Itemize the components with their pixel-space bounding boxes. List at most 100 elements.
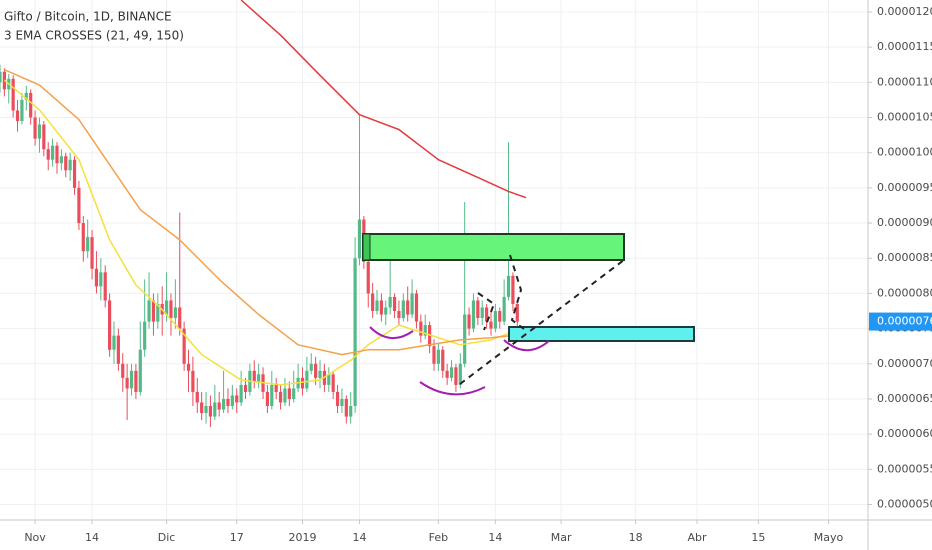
- candle-body: [0, 71, 2, 83]
- candle-body: [397, 311, 401, 319]
- candle-body: [318, 370, 322, 378]
- candle-body: [436, 349, 440, 364]
- candle-body: [454, 367, 458, 385]
- candle-body: [423, 325, 427, 336]
- candle-body: [252, 370, 256, 382]
- chart-title: Gifto / Bitcoin, 1D, BINANCE: [4, 10, 172, 24]
- candle-body: [401, 300, 405, 319]
- candle-body: [121, 363, 125, 378]
- candle-body: [515, 303, 519, 322]
- candle-body: [29, 92, 33, 118]
- candle-body: [353, 258, 357, 407]
- candle-body: [15, 110, 20, 122]
- x-tick-label: Feb: [429, 531, 448, 544]
- candle-body: [20, 99, 24, 122]
- last-price-box: [869, 312, 932, 331]
- candle-body: [200, 402, 204, 414]
- candle-body: [107, 300, 112, 350]
- supply-zone-edge: [362, 233, 371, 261]
- candle-body: [235, 395, 239, 403]
- candle-body: [33, 117, 37, 139]
- candle-body: [182, 328, 186, 364]
- candle-body: [42, 124, 46, 150]
- x-tick-label: Abr: [688, 531, 708, 544]
- candle-body: [357, 219, 362, 259]
- candle-body: [432, 346, 436, 364]
- y-tick-label: 0.00000950: [877, 181, 932, 194]
- x-tick-label: Mar: [551, 531, 572, 544]
- candle-body: [213, 402, 217, 417]
- candle-body: [186, 363, 191, 371]
- candle-body: [287, 388, 291, 399]
- candle-body: [173, 307, 177, 319]
- candle-body: [112, 335, 116, 350]
- candle-body: [24, 92, 28, 100]
- candle-body: [384, 307, 388, 315]
- candle-body: [476, 300, 480, 319]
- candle-body: [138, 349, 142, 392]
- candle-body: [480, 307, 484, 319]
- candle-body: [11, 78, 15, 111]
- candle-body: [72, 159, 77, 188]
- chart-subtitle: 3 EMA CROSSES (21, 49, 150): [4, 29, 184, 43]
- candle-body: [410, 293, 414, 315]
- candle-body: [239, 384, 243, 403]
- y-tick-label: 0.00001150: [877, 40, 932, 53]
- candle-body: [59, 156, 63, 164]
- candle-body: [103, 272, 107, 301]
- candle-body: [406, 300, 410, 315]
- candle-body: [64, 156, 68, 171]
- candle-body: [441, 349, 445, 371]
- y-tick-label: 0.00000550: [877, 462, 932, 475]
- y-tick-label: 0.00001200: [877, 5, 932, 18]
- candle-body: [143, 321, 147, 350]
- y-tick-label: 0.00000500: [877, 498, 932, 511]
- candle-body: [379, 300, 383, 315]
- trend-line: [459, 259, 625, 385]
- candle-body: [90, 237, 94, 269]
- candle-body: [506, 275, 511, 297]
- candle-body: [99, 272, 103, 287]
- candle-body: [493, 311, 497, 329]
- candle-body: [151, 300, 156, 322]
- candle-body: [392, 296, 397, 312]
- candle-body: [226, 398, 230, 407]
- candle-body: [81, 223, 85, 252]
- candle-body: [489, 321, 493, 329]
- candle-body: [147, 300, 151, 322]
- x-tick-label: 14: [488, 531, 502, 544]
- candle-body: [164, 300, 169, 315]
- ema-line: [4, 69, 518, 356]
- candle-body: [414, 293, 419, 322]
- y-tick-label: 0.00001000: [877, 146, 932, 159]
- candle-body: [309, 363, 313, 371]
- candle-body: [217, 402, 221, 410]
- pattern-line: [509, 254, 529, 333]
- candle-body: [300, 377, 305, 389]
- x-tick-label: 17: [230, 531, 244, 544]
- candle-body: [156, 303, 160, 322]
- candle-body: [292, 388, 296, 399]
- candle-body: [502, 296, 506, 322]
- candle-body: [125, 377, 129, 389]
- y-tick-label: 0.00001050: [877, 111, 932, 124]
- candle-body: [68, 159, 72, 171]
- ema-line: [240, 0, 527, 199]
- candle-body: [243, 384, 248, 392]
- arcs: [369, 326, 550, 396]
- candles: [0, 64, 519, 428]
- candle-body: [204, 406, 208, 414]
- candle-body: [349, 406, 353, 417]
- candle-body: [511, 275, 515, 304]
- x-tick-label: 14: [85, 531, 99, 544]
- candle-body: [46, 149, 50, 160]
- y-tick-label: 0.00001100: [877, 75, 932, 88]
- pattern-line: [477, 292, 496, 331]
- drawings: [362, 233, 695, 396]
- candle-body: [283, 388, 287, 403]
- candle-body: [419, 321, 423, 336]
- candle-body: [51, 145, 55, 160]
- candle-body: [178, 307, 182, 329]
- candle-body: [169, 300, 173, 319]
